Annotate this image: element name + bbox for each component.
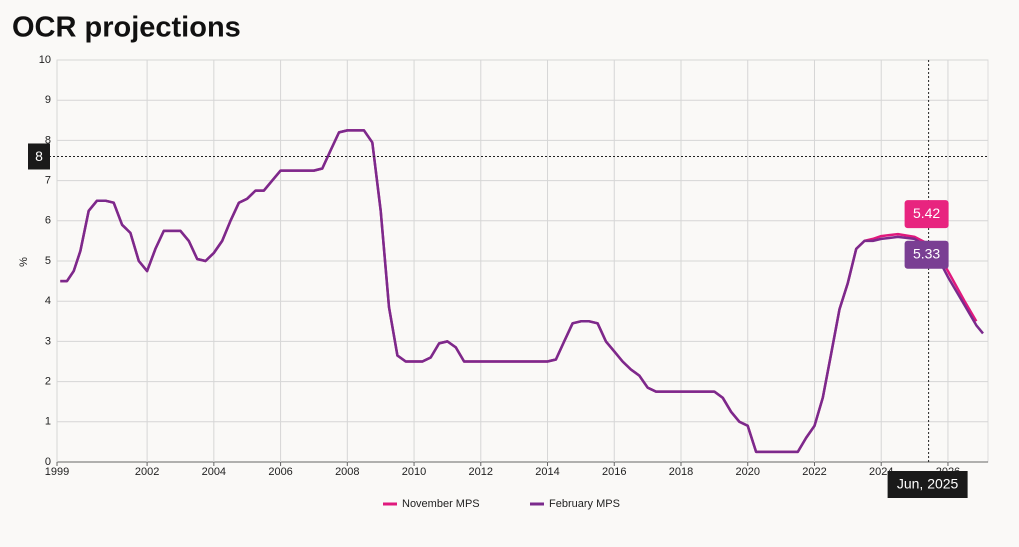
x-tick-label: 2004 xyxy=(202,466,226,478)
x-tooltip-label: Jun, 2025 xyxy=(897,476,959,492)
legend-label: November MPS xyxy=(402,498,480,510)
y-tick-label: 9 xyxy=(45,94,51,106)
y-tick-label: 4 xyxy=(45,295,51,307)
y-axis-label: % xyxy=(18,257,30,267)
x-tick-label: 2016 xyxy=(602,466,626,478)
y-tick-label: 7 xyxy=(45,175,51,187)
y-tick-label: 2 xyxy=(45,376,51,388)
x-tick-label: 2022 xyxy=(802,466,826,478)
y-tick-label: 3 xyxy=(45,335,51,347)
value-tooltip-label: 5.42 xyxy=(913,205,940,221)
y-tick-label: 8 xyxy=(45,134,51,146)
x-tick-label: 2008 xyxy=(335,466,359,478)
chart-title: OCR projections xyxy=(12,12,241,44)
y-tick-label: 10 xyxy=(39,54,51,66)
x-tick-label: 2024 xyxy=(869,466,893,478)
x-tick-label: 1999 xyxy=(45,466,69,478)
x-tick-label: 2006 xyxy=(268,466,292,478)
y-tooltip-box xyxy=(28,143,50,170)
y-tick-label: 6 xyxy=(45,215,51,227)
value-tooltip-box xyxy=(904,200,949,229)
series-line xyxy=(60,129,978,454)
value-tooltip-box xyxy=(904,240,949,269)
x-tick-label: 2018 xyxy=(669,466,693,478)
y-tick-label: 0 xyxy=(45,456,51,468)
y-tick-label: 5 xyxy=(45,255,51,267)
y-tick-label: 1 xyxy=(45,416,51,428)
x-tick-label: 2010 xyxy=(402,466,426,478)
y-tooltip-label: 8 xyxy=(35,148,43,164)
x-tooltip-box xyxy=(887,471,968,498)
x-tick-label: 2014 xyxy=(535,466,559,478)
x-tick-label: 2012 xyxy=(469,466,493,478)
value-tooltip-label: 5.33 xyxy=(913,245,940,261)
legend-label: February MPS xyxy=(549,498,620,510)
x-tick-label: 2002 xyxy=(135,466,159,478)
x-tick-label: 2020 xyxy=(735,466,759,478)
series-line xyxy=(60,129,984,454)
